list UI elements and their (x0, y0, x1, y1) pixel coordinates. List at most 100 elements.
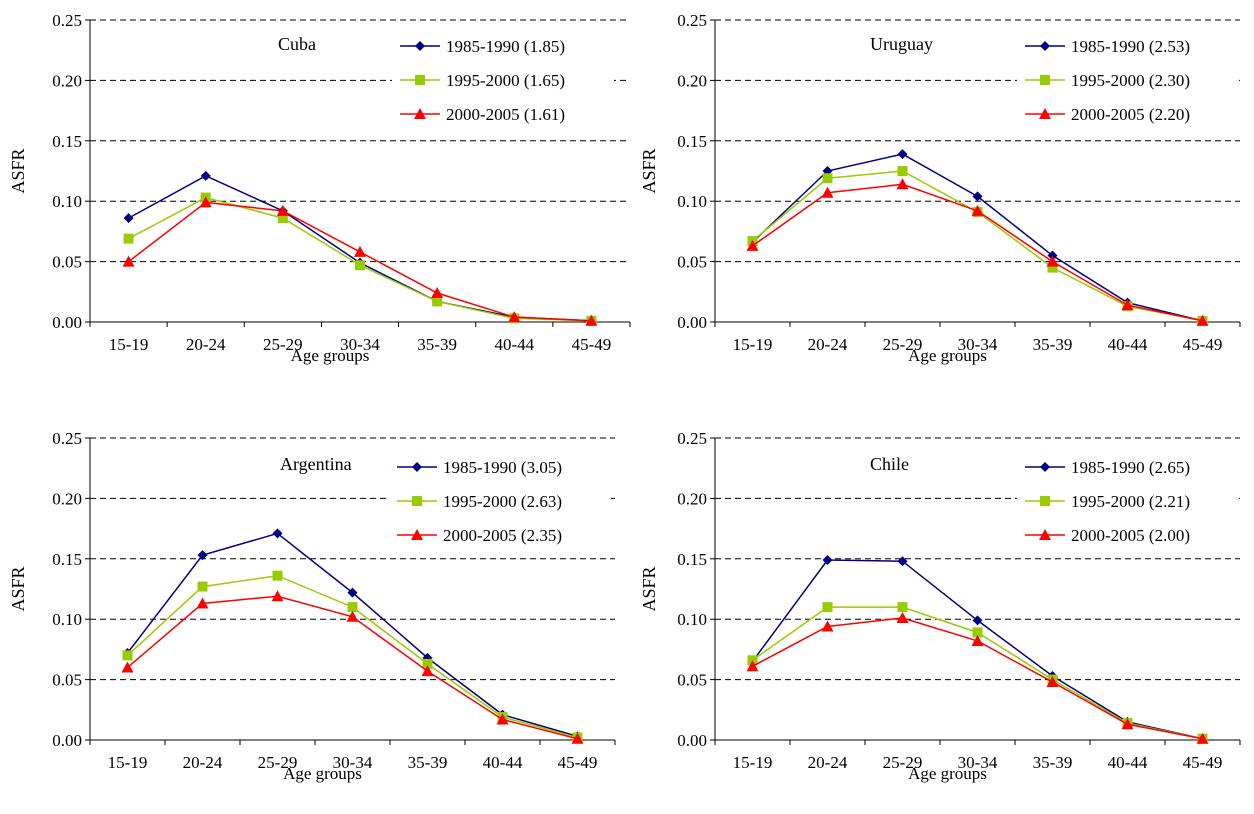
data-point (271, 590, 284, 602)
series-line (751, 153, 1203, 322)
data-point (1046, 676, 1059, 688)
x-tick-label: 30-34 (340, 335, 380, 354)
data-point (422, 658, 433, 669)
legend-label: 1995-2000 (1.65) (446, 71, 565, 90)
legend-marker (1039, 108, 1051, 119)
y-axis-label: ASFR (639, 148, 659, 193)
data-point (1196, 314, 1209, 326)
x-axis-label: Age groups (291, 346, 370, 365)
y-tick-label: 0.20 (677, 489, 707, 508)
x-tick-label: 35-39 (1033, 753, 1073, 772)
x-axis-label: Age groups (283, 764, 362, 783)
data-point (277, 213, 288, 224)
data-point (346, 610, 359, 622)
data-point (896, 178, 909, 190)
x-tick-label: 25-29 (263, 335, 303, 354)
y-tick-label: 0.10 (677, 610, 707, 629)
data-point (821, 620, 834, 632)
x-tick-label: 40-44 (1108, 753, 1148, 772)
y-tick-label: 0.15 (52, 132, 82, 151)
chart-title: Chile (870, 454, 909, 474)
x-tick-label: 15-19 (109, 335, 149, 354)
data-point (197, 550, 208, 561)
data-point (347, 602, 358, 613)
x-tick-label: 30-34 (958, 335, 998, 354)
data-point (496, 713, 509, 725)
x-tick-label: 35-39 (408, 753, 448, 772)
y-tick-label: 0.25 (52, 11, 82, 30)
y-tick-label: 0.00 (677, 731, 707, 750)
data-point (972, 615, 983, 626)
y-tick-label: 0.00 (52, 313, 82, 332)
data-point (196, 597, 209, 609)
series-line (752, 183, 1203, 322)
data-point (431, 287, 444, 299)
y-tick-label: 0.10 (52, 610, 82, 629)
data-point (822, 173, 833, 184)
y-tick-label: 0.10 (677, 192, 707, 211)
x-tick-label: 45-49 (1183, 335, 1223, 354)
data-point (347, 587, 358, 598)
data-point (122, 650, 133, 661)
y-tick-label: 0.20 (677, 71, 707, 90)
y-tick-label: 0.05 (677, 253, 707, 272)
series-line (752, 606, 1203, 740)
legend-marker (1040, 462, 1050, 472)
chart-panel-cuba: 0.00 0.05 0.10 0.15 0.20 0.25 15-19 20-24 25-29 3… (8, 11, 631, 365)
legend-label: 2000-2005 (2.00) (1071, 526, 1190, 545)
data-point (897, 149, 908, 160)
chart-panel-argentina: 0.00 0.05 0.10 0.15 0.20 0.25 15-19 20-24 25-29 3… (8, 429, 616, 783)
x-tick-label: 25-29 (883, 335, 923, 354)
data-point (123, 233, 134, 244)
data-point (1046, 255, 1059, 267)
data-point (971, 634, 984, 646)
x-tick-label: 45-49 (572, 335, 612, 354)
data-point (200, 170, 211, 181)
x-tick-label: 20-24 (183, 753, 223, 772)
data-point (746, 660, 759, 672)
legend-marker (415, 75, 425, 85)
legend-marker (412, 462, 422, 472)
data-point (1121, 299, 1134, 311)
x-tick-label: 15-19 (108, 753, 148, 772)
x-tick-label: 15-19 (733, 753, 773, 772)
y-tick-label: 0.20 (52, 71, 82, 90)
x-tick-label: 45-49 (558, 753, 598, 772)
data-point (508, 311, 521, 323)
data-point (897, 602, 908, 613)
data-point (432, 296, 443, 307)
legend-label: 2000-2005 (1.61) (446, 105, 565, 124)
data-point (123, 213, 134, 224)
data-point (276, 204, 289, 216)
x-tick-label: 15-19 (733, 335, 773, 354)
chart-panel-chile: 0.00 0.05 0.10 0.15 0.20 0.25 15-19 20-24 25-29 3… (639, 429, 1241, 783)
x-tick-label: 30-34 (333, 753, 373, 772)
series-line (126, 532, 578, 738)
data-point (746, 239, 759, 251)
x-tick-label: 30-34 (958, 753, 998, 772)
y-axis-label: ASFR (8, 566, 28, 611)
data-point (747, 655, 758, 666)
x-tick-label: 40-44 (1108, 335, 1148, 354)
chart-title: Cuba (278, 34, 316, 54)
data-point (897, 556, 908, 567)
legend-label: 1995-2000 (2.21) (1071, 492, 1190, 511)
legend-label: 1995-2000 (2.63) (443, 492, 562, 511)
data-point (585, 314, 598, 326)
data-point (1121, 718, 1134, 730)
data-point (421, 665, 434, 677)
data-point (1047, 262, 1058, 273)
y-axis-label: ASFR (639, 566, 659, 611)
data-point (822, 555, 833, 566)
x-tick-label: 35-39 (417, 335, 457, 354)
legend-marker (1040, 41, 1050, 51)
y-tick-label: 0.05 (677, 671, 707, 690)
y-tick-label: 0.15 (677, 132, 707, 151)
legend-label: 2000-2005 (2.35) (443, 526, 562, 545)
data-point (272, 528, 283, 539)
data-point (896, 611, 909, 623)
y-tick-label: 0.00 (677, 313, 707, 332)
legend-marker (412, 496, 422, 506)
x-tick-label: 35-39 (1033, 335, 1073, 354)
